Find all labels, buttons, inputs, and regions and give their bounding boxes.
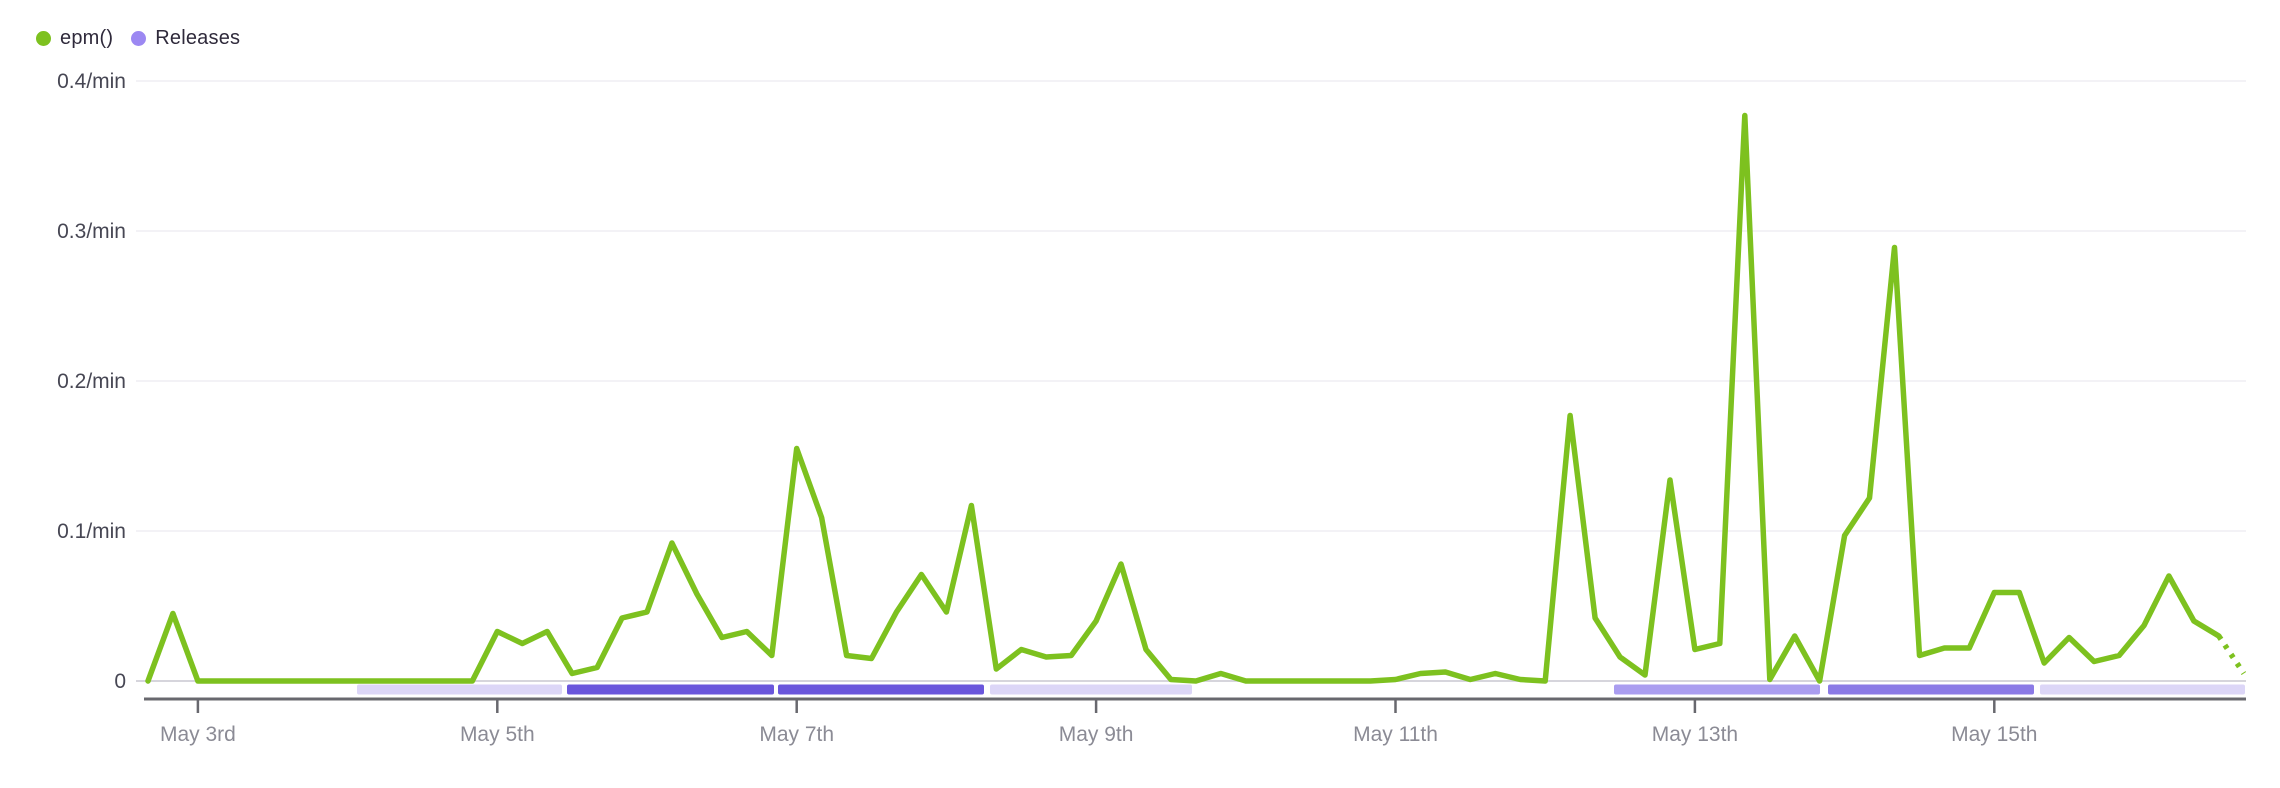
x-axis-label: May 11th <box>1353 723 1438 746</box>
x-axis-label: May 13th <box>1652 723 1738 746</box>
chart-legend: epm() Releases <box>36 27 240 50</box>
release-band[interactable] <box>357 684 562 695</box>
y-axis-label: 0.4/min <box>57 70 126 93</box>
legend-item-releases[interactable]: Releases <box>131 27 240 50</box>
legend-label-epm: epm() <box>60 27 114 49</box>
y-axis-label: 0.3/min <box>57 220 126 243</box>
x-axis-label: May 5th <box>460 723 535 746</box>
legend-item-epm[interactable]: epm() <box>36 27 113 50</box>
y-axis-label: 0 <box>114 670 126 693</box>
epm-series-dot-icon <box>36 31 51 46</box>
release-band[interactable] <box>1614 684 1820 695</box>
release-band[interactable] <box>2040 684 2245 695</box>
x-axis-label: May 7th <box>759 723 834 746</box>
release-band[interactable] <box>1828 684 2034 695</box>
epm-line-projected <box>2216 634 2247 676</box>
y-axis-label: 0.2/min <box>57 370 126 393</box>
release-band[interactable] <box>567 684 774 695</box>
x-axis-label: May 15th <box>1951 723 2037 746</box>
legend-label-releases: Releases <box>155 27 241 49</box>
epm-line <box>145 112 2222 684</box>
release-band[interactable] <box>778 684 984 695</box>
x-axis-label: May 9th <box>1059 723 1134 746</box>
releases-series-dot-icon <box>131 31 147 46</box>
y-axis-label: 0.1/min <box>57 520 126 543</box>
x-axis-label: May 3rd <box>160 723 236 746</box>
release-band[interactable] <box>990 684 1192 695</box>
